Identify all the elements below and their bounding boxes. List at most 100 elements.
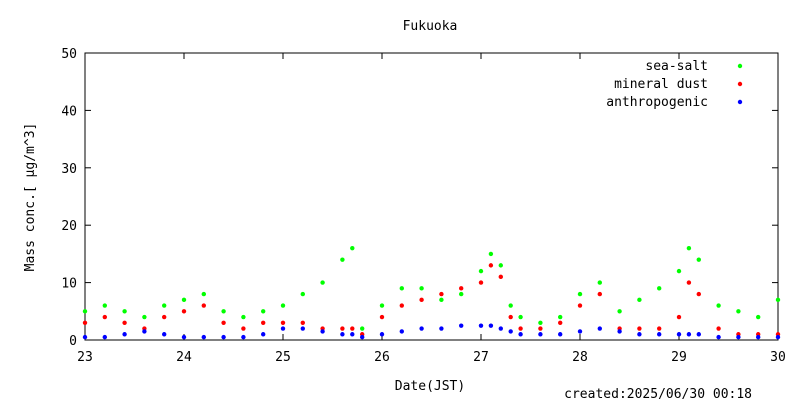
data-point <box>360 326 365 331</box>
legend-marker <box>737 81 743 87</box>
data-point <box>756 314 761 320</box>
y-tick-label: 20 <box>61 219 77 234</box>
data-point <box>280 326 286 331</box>
data-point <box>280 320 286 325</box>
data-point <box>577 329 583 334</box>
data-point <box>459 291 464 297</box>
data-point <box>637 297 642 303</box>
legend-marker <box>737 63 743 69</box>
data-point <box>775 334 781 340</box>
data-point <box>419 286 424 291</box>
data-point <box>518 326 523 331</box>
data-point <box>756 334 761 340</box>
data-point <box>597 326 602 331</box>
data-point <box>558 314 563 320</box>
data-point <box>340 257 345 262</box>
data-point <box>716 303 721 308</box>
data-point <box>399 303 404 308</box>
series-sea-salt <box>82 245 781 331</box>
x-tick-label: 25 <box>275 350 291 365</box>
data-point <box>508 314 513 320</box>
data-point <box>696 257 701 262</box>
data-point <box>379 332 385 337</box>
data-point <box>478 323 484 328</box>
data-point <box>488 323 494 328</box>
data-point <box>696 332 701 337</box>
data-point <box>102 303 108 308</box>
data-point <box>241 334 246 340</box>
data-point <box>498 263 503 268</box>
data-point <box>518 314 523 320</box>
data-point <box>657 286 662 291</box>
data-point <box>261 332 266 337</box>
data-point <box>142 314 147 320</box>
x-tick-label: 28 <box>572 350 588 365</box>
data-point <box>676 268 682 274</box>
plot-frame <box>84 52 779 341</box>
chart-title: Fukuoka <box>403 19 458 34</box>
data-point <box>320 329 325 334</box>
data-point <box>181 309 187 314</box>
data-point <box>716 326 721 331</box>
series-mineral-dust <box>82 263 781 337</box>
data-point <box>637 326 642 331</box>
y-axis-label: Mass conc.[ μg/m^3] <box>23 123 38 272</box>
data-point <box>300 326 305 331</box>
y-tick-label: 0 <box>69 334 77 349</box>
data-point <box>399 329 404 334</box>
x-tick-label: 24 <box>176 350 192 365</box>
data-point <box>498 274 503 280</box>
data-point <box>221 309 226 314</box>
series-anthropogenic <box>82 323 781 340</box>
data-point <box>201 334 206 340</box>
data-point <box>676 332 682 337</box>
data-point <box>558 332 563 337</box>
data-point <box>162 314 167 320</box>
x-tick-label: 29 <box>671 350 687 365</box>
data-point <box>488 251 494 257</box>
data-point <box>577 291 583 297</box>
x-tick-label: 27 <box>473 350 489 365</box>
data-point <box>162 303 167 308</box>
data-point <box>696 291 701 297</box>
data-point <box>617 309 622 314</box>
data-point <box>181 334 187 340</box>
data-point <box>102 334 108 340</box>
legend-label: sea-salt <box>645 59 708 74</box>
data-point <box>538 332 543 337</box>
data-point <box>360 334 365 340</box>
data-point <box>736 309 741 314</box>
data-point <box>162 332 167 337</box>
data-point <box>597 291 602 297</box>
data-point <box>122 320 127 325</box>
data-point <box>379 314 385 320</box>
x-tick-label: 23 <box>77 350 93 365</box>
data-point <box>300 320 305 325</box>
data-point <box>459 323 464 328</box>
data-point <box>686 332 692 337</box>
data-point <box>478 268 484 274</box>
data-point <box>350 245 355 251</box>
data-point <box>518 332 523 337</box>
data-point <box>459 286 464 291</box>
data-point <box>82 320 88 325</box>
x-tick-label: 26 <box>374 350 390 365</box>
data-point <box>300 291 305 297</box>
data-point <box>122 309 127 314</box>
data-point <box>676 314 682 320</box>
data-point <box>736 334 741 340</box>
data-point <box>686 280 692 285</box>
data-point <box>716 334 721 340</box>
y-tick-label: 50 <box>61 47 77 62</box>
data-point <box>508 303 513 308</box>
data-point <box>399 286 404 291</box>
data-point <box>637 332 642 337</box>
legend: sea-salt mineral dust anthropogenic <box>606 59 743 110</box>
legend-label: mineral dust <box>614 77 708 92</box>
data-point <box>82 309 88 314</box>
x-tick-label: 30 <box>770 350 786 365</box>
data-point <box>617 329 622 334</box>
data-point <box>686 245 692 251</box>
data-point <box>379 303 385 308</box>
data-point <box>340 326 345 331</box>
